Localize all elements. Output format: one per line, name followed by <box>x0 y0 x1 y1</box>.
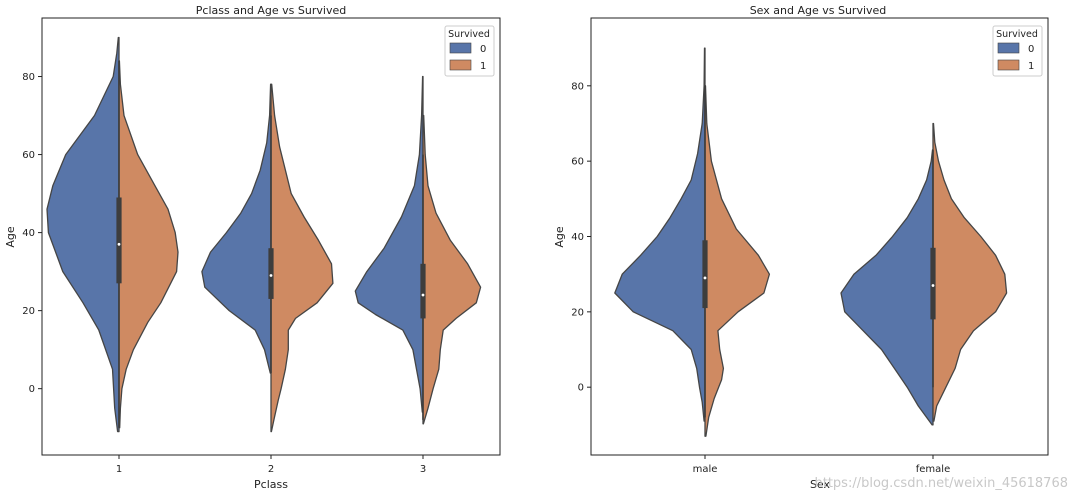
legend-swatch-died <box>449 42 472 54</box>
watermark-text: https://blog.csdn.net/weixin_45618768 <box>814 476 1068 491</box>
y-tick-label: 40 <box>571 232 584 243</box>
x-tick-label: female <box>916 464 950 475</box>
violin-half-died <box>46 36 120 433</box>
box-median <box>703 276 707 280</box>
legend-label-survived: 1 <box>480 61 486 72</box>
y-tick-label: 20 <box>571 307 584 318</box>
subplot-sex: Sex and Age vs Survived 0 20 40 60 80 male fe… <box>553 4 1049 491</box>
violin-half-survived <box>118 60 179 429</box>
y-axis: 0 20 40 60 80 <box>22 72 42 395</box>
box-median <box>117 242 121 246</box>
box-median <box>931 284 935 287</box>
x-tick-label: male <box>693 464 718 475</box>
legend: Survived 0 1 <box>444 25 495 77</box>
violin-half-survived <box>422 114 482 425</box>
violin-half-survived <box>932 122 1008 422</box>
x-tick-label: 3 <box>420 464 426 475</box>
box-iqr <box>420 263 426 319</box>
box-median <box>269 274 273 277</box>
legend-title: Survived <box>448 29 490 40</box>
x-axis: male female <box>693 455 950 475</box>
y-tick-label: 80 <box>571 81 584 92</box>
legend-swatch-survived <box>449 59 472 71</box>
violin-half-died <box>840 149 934 426</box>
box-group <box>702 85 936 418</box>
subplot-pclass: Pclass and Age vs Survived 0 20 40 60 80 1 2 3… <box>4 4 501 491</box>
y-axis: 0 20 40 60 80 <box>571 81 591 394</box>
y-tick-label: 0 <box>29 384 35 395</box>
violin-half-died <box>354 75 424 413</box>
box-iqr <box>930 247 936 320</box>
box-iqr <box>268 248 274 299</box>
violin-half-survived <box>270 83 334 433</box>
box-group <box>116 60 426 428</box>
x-tick-label: 1 <box>116 464 122 475</box>
legend-swatch-died <box>997 42 1020 54</box>
x-axis-label: Sex <box>810 478 831 491</box>
violin-half-survived <box>704 85 771 437</box>
y-tick-label: 20 <box>22 306 35 317</box>
legend-label-survived: 1 <box>1028 61 1034 72</box>
y-tick-label: 60 <box>571 157 584 168</box>
violin-half-died <box>614 47 706 422</box>
violin-half-died <box>201 83 272 374</box>
y-tick-label: 80 <box>22 72 35 83</box>
chart-title: Sex and Age vs Survived <box>750 4 887 17</box>
violin-group <box>46 36 482 433</box>
legend-swatch-survived <box>997 59 1020 71</box>
legend: Survived 0 1 <box>992 25 1043 77</box>
legend-label-died: 0 <box>1028 44 1034 55</box>
y-tick-label: 60 <box>22 150 35 161</box>
x-tick-label: 2 <box>268 464 274 475</box>
x-axis-label: Pclass <box>254 478 288 491</box>
violin-group <box>614 47 1008 437</box>
y-tick-label: 0 <box>578 383 584 394</box>
y-tick-label: 40 <box>22 228 35 239</box>
box-iqr <box>702 240 708 309</box>
y-axis-label: Age <box>4 226 17 248</box>
y-axis-label: Age <box>553 226 566 248</box>
box-median <box>421 293 425 297</box>
box-iqr <box>116 197 122 284</box>
legend-title: Survived <box>996 29 1038 40</box>
x-axis: 1 2 3 <box>116 455 426 475</box>
chart-title: Pclass and Age vs Survived <box>196 4 346 17</box>
legend-label-died: 0 <box>480 44 486 55</box>
